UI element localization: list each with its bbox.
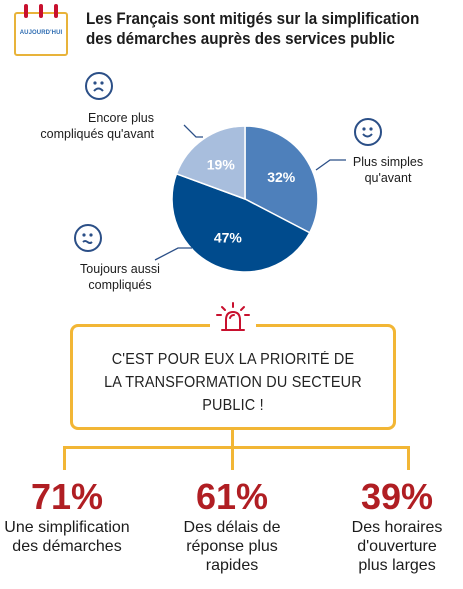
pie-value-label: 19%: [207, 156, 236, 172]
banner-line-2: LA TRANSFORMATION DU SECTEUR PUBLIC !: [104, 374, 362, 414]
connector-horizontal: [63, 446, 410, 449]
logo-text: AUJOURD'HUI: [19, 30, 63, 36]
leader-line-plus-simples: [315, 159, 346, 171]
stat-value: 39%: [360, 476, 434, 517]
aujourdhui-logo: AUJOURD'HUI: [14, 4, 70, 56]
label-plus-simples: Plus simples qu'avant: [352, 155, 424, 185]
pie-value-label: 32%: [267, 169, 296, 185]
pie-slice-toujours-aussi: [171, 172, 311, 273]
worried-face-icon: [74, 224, 102, 252]
pie-chart: 32% 47% 19%: [154, 124, 346, 273]
pie-slice-plus-simples: [244, 125, 319, 234]
stat-delais: 61% Des délais de réponse plus rapides: [157, 478, 307, 575]
sad-face-icon: [85, 72, 113, 100]
title-line-2: des démarches auprès des services public: [86, 30, 395, 48]
label-encore-plus: Encore plus compliqués qu'avant: [40, 111, 154, 141]
page-title: Les Français sont mitigés sur la simplif…: [86, 9, 428, 49]
stat-value: 61%: [195, 476, 269, 517]
leader-line-toujours-aussi: [154, 247, 192, 261]
stat-simplification: 71% Une simplification des démarches: [0, 478, 142, 556]
stat-value: 71%: [30, 476, 104, 517]
connector-right-drop: [407, 446, 410, 470]
banner-line-1: C'EST POUR EUX LA PRIORITÉ DE: [111, 351, 355, 368]
priority-banner: C'EST POUR EUX LA PRIORITÉ DE LA TRANSFO…: [81, 348, 384, 417]
connector-left-drop: [63, 446, 66, 470]
pie-value-label: 47%: [214, 230, 243, 246]
stat-label: Une simplification des démarches: [4, 519, 130, 555]
stat-horaires: 39% Des horaires d'ouverture plus larges: [322, 478, 463, 575]
stat-label: Des horaires d'ouverture plus larges: [351, 519, 443, 574]
smiling-face-icon: [354, 118, 382, 146]
leader-line-encore-plus: [183, 124, 203, 138]
connector-center-vertical: [231, 429, 234, 447]
stat-label: Des délais de réponse plus rapides: [183, 519, 281, 574]
alarm-light-icon: [216, 302, 250, 331]
title-line-1: Les Français sont mitigés sur la simplif…: [86, 10, 420, 28]
pie-slice-encore-plus: [175, 125, 246, 201]
label-toujours-aussi: Toujours aussi compliqués: [80, 262, 160, 292]
connector-middle-drop: [231, 446, 234, 470]
